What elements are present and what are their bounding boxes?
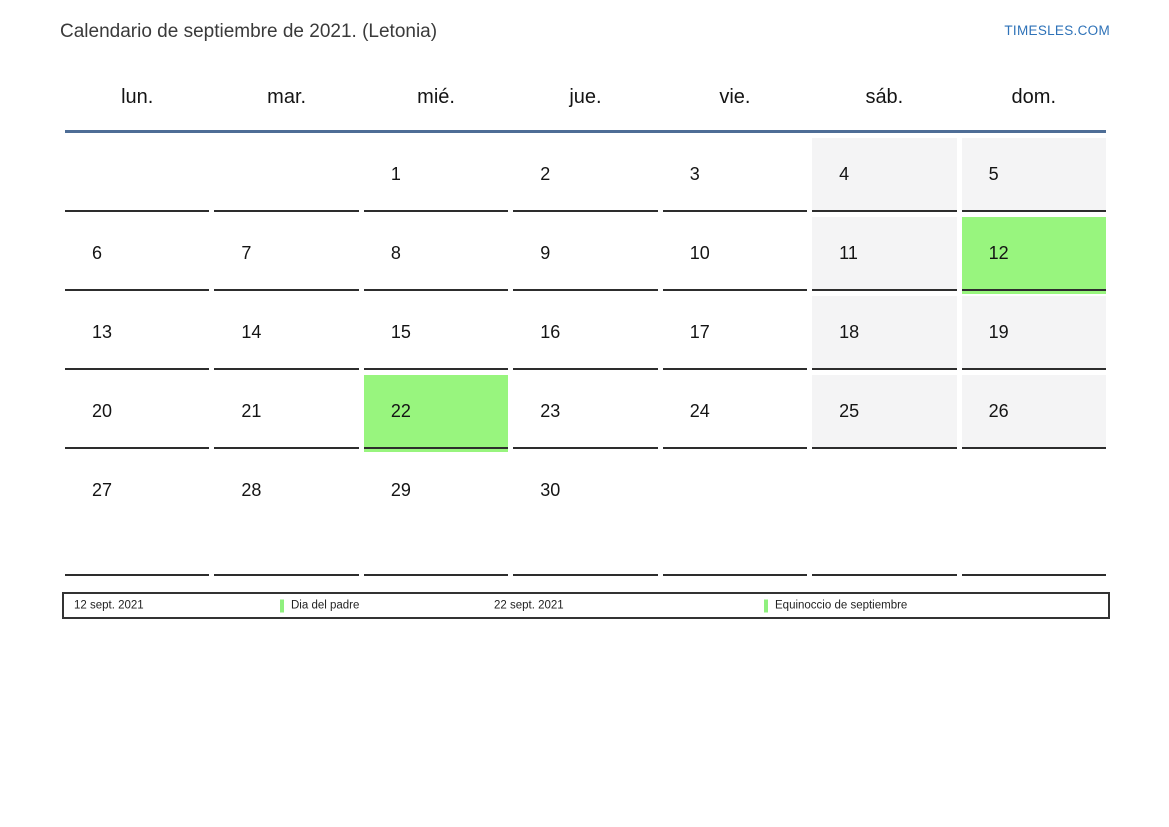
day-cell: 30 [513,454,658,576]
day-cell: 19 [961,296,1106,370]
page-header: Calendario de septiembre de 2021. (Leton… [0,0,1169,46]
day-cell [961,454,1106,576]
weekday-header-dom: dom. [1011,86,1057,108]
page-title: Calendario de septiembre de 2021. (Leton… [60,21,438,42]
legend-label: Equinoccio de septiembre [775,599,908,611]
weekday-header-sab: sáb. [865,86,904,108]
weekday-header-jue: jue. [569,86,602,108]
calendar-grid: 1 2 3 4 5 6 7 8 9 10 11 12 13 14 15 16 1… [65,138,1106,576]
day-cell: 1 [363,138,509,212]
day-cell: 5 [961,138,1106,212]
site-link[interactable]: TIMESLES.COM [1004,23,1110,38]
day-cell: 6 [65,217,210,291]
legend-item: Dia del padre [280,599,359,612]
day-cell: 10 [662,217,808,291]
day-cell-holiday: 22 [363,375,509,449]
day-cell: 4 [812,138,957,212]
day-cell: 29 [363,454,509,576]
day-cell: 15 [363,296,509,370]
day-cell: 14 [214,296,359,370]
day-cell: 24 [662,375,808,449]
legend: 12 sept. 2021 Dia del padre 22 sept. 202… [62,592,1110,619]
legend-date: 22 sept. 2021 [494,599,564,611]
day-cell: 20 [65,375,210,449]
day-cell [65,138,210,212]
legend-label: Dia del padre [291,599,360,611]
day-cell: 8 [363,217,509,291]
day-cell: 2 [513,138,658,212]
day-cell: 28 [214,454,359,576]
calendar: lun. mar. mié. jue. vie. sáb. dom. 1 2 3… [65,82,1106,576]
day-cell: 9 [513,217,658,291]
day-cell: 16 [513,296,658,370]
day-cell-holiday: 12 [961,217,1106,291]
day-cell: 23 [513,375,658,449]
weekday-header-lun: lun. [121,86,154,108]
day-cell [812,454,957,576]
day-cell [662,454,808,576]
weekday-header-mie: mié. [417,86,455,108]
weekday-header-mar: mar. [267,86,307,108]
legend-item: Equinoccio de septiembre [764,599,907,612]
holiday-marker-icon [280,599,284,612]
day-cell: 27 [65,454,210,576]
day-cell [214,138,359,212]
day-cell: 26 [961,375,1106,449]
weekday-header-row: lun. mar. mié. jue. vie. sáb. dom. [65,82,1106,133]
weekday-header-vie: vie. [719,86,751,108]
day-cell: 21 [214,375,359,449]
holiday-marker-icon [764,599,768,612]
day-cell: 18 [812,296,957,370]
legend-date: 12 sept. 2021 [74,599,144,611]
day-cell: 17 [662,296,808,370]
day-cell: 3 [662,138,808,212]
day-cell: 13 [65,296,210,370]
day-cell: 25 [812,375,957,449]
day-cell: 11 [812,217,957,291]
day-cell: 7 [214,217,359,291]
